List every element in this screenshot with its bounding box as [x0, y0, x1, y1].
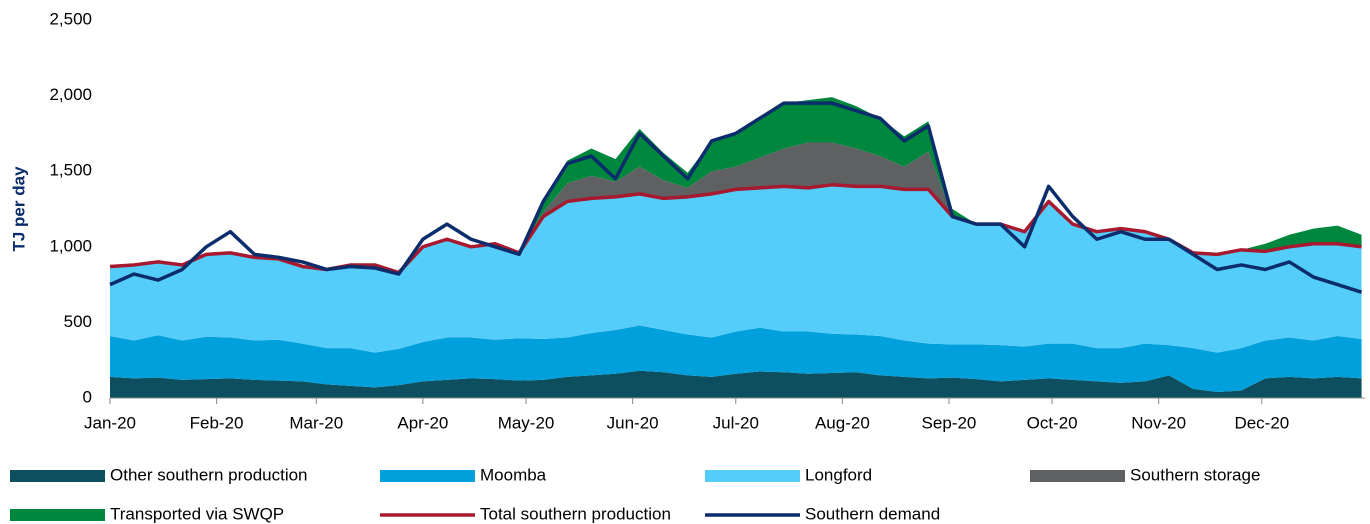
area — [110, 184, 1362, 353]
y-tick-label: 1,000 — [49, 236, 92, 255]
y-tick-label: 0 — [83, 387, 92, 406]
legend-swatch — [10, 470, 105, 482]
legend-swatch — [380, 470, 475, 482]
x-tick-label: Mar-20 — [289, 413, 343, 432]
legend-label: Moomba — [480, 465, 547, 484]
line — [109, 101, 1363, 294]
legend-label: Longford — [805, 465, 872, 484]
legend-swatch — [705, 470, 800, 482]
legend-label: Southern storage — [1130, 465, 1260, 484]
x-tick-label: Jun-20 — [607, 413, 659, 432]
x-tick-label: Apr-20 — [397, 413, 448, 432]
legend-label: Total southern production — [480, 504, 671, 523]
x-tick-label: Sep-20 — [922, 413, 977, 432]
y-tick-label: 2,000 — [49, 85, 92, 104]
y-tick-label: 1,500 — [49, 161, 92, 180]
x-tick-label: Nov-20 — [1131, 413, 1186, 432]
area — [110, 142, 1362, 273]
y-tick-label: 500 — [64, 312, 92, 331]
y-tick-label: 2,500 — [49, 9, 92, 28]
x-tick-label: Jul-20 — [713, 413, 759, 432]
x-tick-label: Aug-20 — [815, 413, 870, 432]
x-tick-label: Dec-20 — [1234, 413, 1289, 432]
x-tick-label: Oct-20 — [1027, 413, 1078, 432]
legend-label: Transported via SWQP — [110, 504, 284, 523]
x-tick-label: May-20 — [498, 413, 555, 432]
y-axis-label: TJ per day — [9, 166, 28, 252]
legend-swatch — [1030, 470, 1125, 482]
legend-label: Other southern production — [110, 465, 308, 484]
area — [110, 370, 1362, 398]
legend-label: Southern demand — [805, 504, 940, 523]
x-tick-label: Feb-20 — [190, 413, 244, 432]
legend-swatch — [10, 509, 105, 521]
x-tick-label: Jan-20 — [84, 413, 136, 432]
